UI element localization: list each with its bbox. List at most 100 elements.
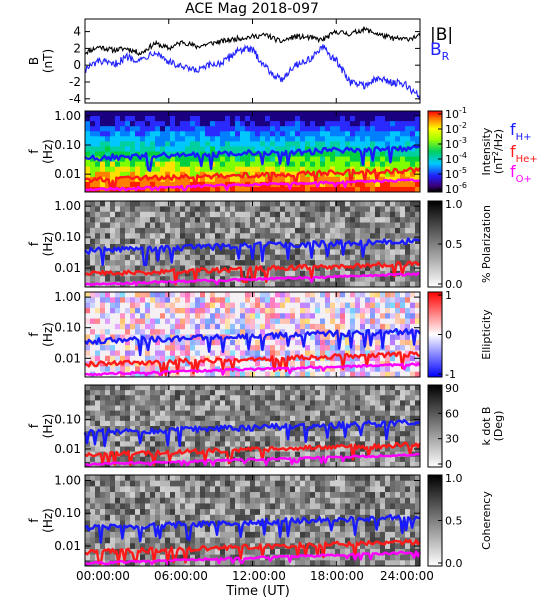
panel-5-cell <box>105 497 111 504</box>
panel-1-cell <box>325 156 331 163</box>
panel-1-cell <box>175 121 181 127</box>
panel-2-cell <box>365 211 371 218</box>
panel-1-cell <box>380 141 386 147</box>
panel-3-f-h-line <box>84 327 421 357</box>
panel-2-cell <box>185 265 191 272</box>
panel-1-cell <box>380 151 386 157</box>
panel-4-cell <box>335 461 341 468</box>
panel-2-cell <box>225 201 231 207</box>
panel-5-cell <box>90 503 96 510</box>
panel-2-cell <box>150 265 156 272</box>
panel-3-cell <box>175 355 181 362</box>
panel-4-cell <box>415 390 421 396</box>
panel-4-cell <box>120 415 126 422</box>
panel-2-cell <box>200 281 206 288</box>
panel-1-cell <box>335 151 341 157</box>
panel-1-cell <box>345 141 351 147</box>
panel-2-cell <box>290 201 296 207</box>
panel-3-cell <box>355 339 361 346</box>
panel-2-cell <box>90 238 96 245</box>
panel-1-cell <box>395 156 401 163</box>
panel-3-cell <box>255 350 261 357</box>
panel-4-cell <box>310 385 316 391</box>
panel-5-cell <box>160 537 166 544</box>
panel-4-cell <box>240 410 246 417</box>
panel-1-cell <box>130 166 136 173</box>
panel-3-cell <box>350 323 356 330</box>
panel-4-cell <box>115 415 121 422</box>
panel-4-cell <box>110 461 116 468</box>
panel-1-cell <box>95 171 101 178</box>
panel-2-cell <box>415 211 421 218</box>
panel-4-cell <box>310 405 316 412</box>
panel-1-cell <box>370 161 376 168</box>
panel-3-cell <box>325 318 331 325</box>
panel-1-cell <box>410 171 416 178</box>
panel-4-cell <box>380 431 386 437</box>
panel-2-cell <box>360 227 366 234</box>
panel-4-cell <box>280 415 286 422</box>
panel-1-cell <box>360 116 366 122</box>
panel-3-cell <box>120 350 126 357</box>
panel-4-cell <box>160 436 166 442</box>
panel-3-cell <box>110 323 116 330</box>
panel-2-cell <box>205 265 211 272</box>
panel-3-cell <box>305 313 311 319</box>
panel-4-cell <box>105 410 111 417</box>
panel-3-cell <box>135 313 141 319</box>
panel-5-cell <box>210 503 216 510</box>
panel-3-cell <box>135 318 141 325</box>
panel-2-cell <box>325 281 331 288</box>
panel-3-cell <box>120 323 126 330</box>
panel-4-cell <box>380 385 386 391</box>
panel-4-cell <box>375 420 381 427</box>
panel-4-cell <box>150 446 156 453</box>
panel-3-cell <box>405 292 411 298</box>
panel-4-cell <box>175 451 181 458</box>
panel-2-cell <box>85 227 91 234</box>
panel-1-cell <box>90 171 96 178</box>
panel-3-cell <box>205 323 211 330</box>
panel-4-cell <box>390 400 396 406</box>
panel-3-cell <box>295 302 301 309</box>
panel-2-cell <box>190 206 196 213</box>
panel-2-cell <box>175 260 181 266</box>
panel-1-cell <box>130 171 136 178</box>
panel-3-cell <box>310 292 316 298</box>
panel-1-cell <box>160 136 166 142</box>
panel-3-cell <box>100 366 106 373</box>
panel-5-cell <box>105 554 111 561</box>
panel-1-cell <box>100 166 106 173</box>
panel-5-cell <box>150 543 156 550</box>
panel-4-cell <box>245 436 251 442</box>
panel-4-cell <box>120 390 126 396</box>
panel-1-cell <box>240 141 246 147</box>
panel-3-cell <box>340 371 346 378</box>
panel-2-cell <box>300 201 306 207</box>
panel-4-cell <box>350 431 356 437</box>
panel-5-cell <box>225 526 231 533</box>
panel-1-cell <box>405 126 411 132</box>
panel-4-cell <box>130 415 136 422</box>
panel-5-cell <box>190 475 196 482</box>
panel-2-cell <box>260 201 266 207</box>
panel-2-cell <box>360 201 366 207</box>
panel-4-cell <box>170 415 176 422</box>
panel-2-cell <box>255 244 261 250</box>
panel-2-cell <box>225 217 231 223</box>
panel-1-cell <box>270 111 276 117</box>
panel-2-cell <box>285 244 291 250</box>
panel-3-cell <box>325 313 331 319</box>
panel-3-cell <box>285 329 291 335</box>
panel-3-cell <box>205 361 211 367</box>
panel-3-cell <box>195 323 201 330</box>
panel-1-cell <box>390 171 396 178</box>
panel-1-cell <box>165 166 171 173</box>
panel-3-cell <box>340 313 346 319</box>
panel-2-cell <box>220 260 226 266</box>
panel-1-cell <box>305 151 311 157</box>
panel-4-cell <box>245 410 251 417</box>
panel-4-cell <box>165 461 171 468</box>
panel-3-cell <box>285 297 291 304</box>
panel-1-cell <box>95 146 101 152</box>
